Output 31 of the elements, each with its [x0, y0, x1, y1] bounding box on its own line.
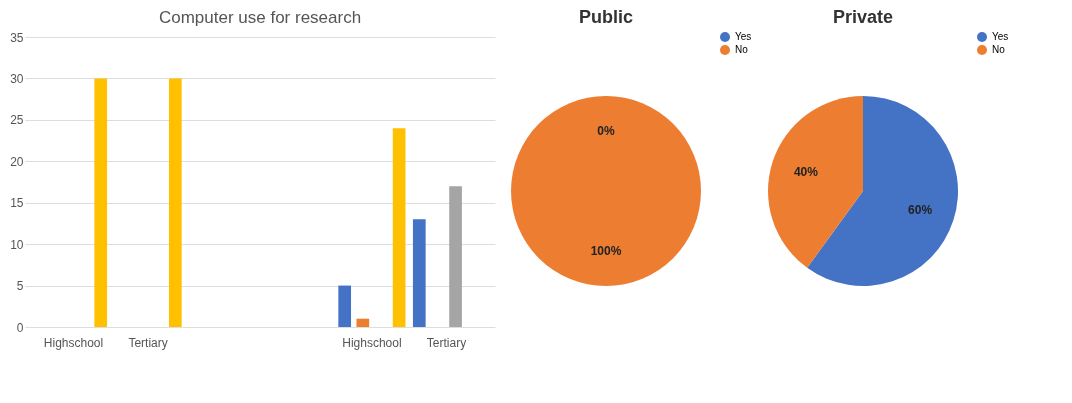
bar — [392, 128, 406, 327]
pie-slice — [768, 96, 863, 268]
text: 0% — [597, 124, 615, 138]
bar — [338, 285, 352, 327]
y-tick-label: 35 — [10, 30, 24, 45]
data-label: 60% — [908, 202, 933, 217]
x-tick-label: Tertiary — [426, 335, 467, 350]
y-tick-label: 5 — [16, 279, 24, 294]
y-tick-label: 20 — [10, 154, 24, 169]
legend-label: Yes — [735, 31, 752, 42]
bar — [168, 78, 182, 327]
chart-title: Computer use for research — [158, 8, 362, 27]
y-tick-label: 25 — [10, 113, 24, 128]
data-label: 100% — [590, 244, 622, 258]
y-tick-label: 10 — [10, 237, 24, 252]
y-tick-label: 15 — [10, 196, 24, 211]
bar — [412, 219, 426, 327]
x-tick-label: Highschool — [342, 335, 402, 350]
y-tick-label: 30 — [10, 71, 24, 86]
data-label: 40% — [793, 165, 819, 180]
bar — [356, 318, 370, 327]
legend-label: No — [735, 44, 749, 55]
x-tick-label: Tertiary — [128, 335, 168, 350]
bar — [94, 78, 108, 327]
chart-title: Private — [832, 7, 894, 27]
x-tick-label: Highschool — [43, 335, 104, 350]
y-tick-label: 0 — [16, 320, 24, 335]
legend-label: No — [992, 44, 1006, 55]
chart-title: Public — [578, 7, 634, 27]
bar — [449, 186, 462, 327]
legend-label: Yes — [992, 31, 1009, 42]
